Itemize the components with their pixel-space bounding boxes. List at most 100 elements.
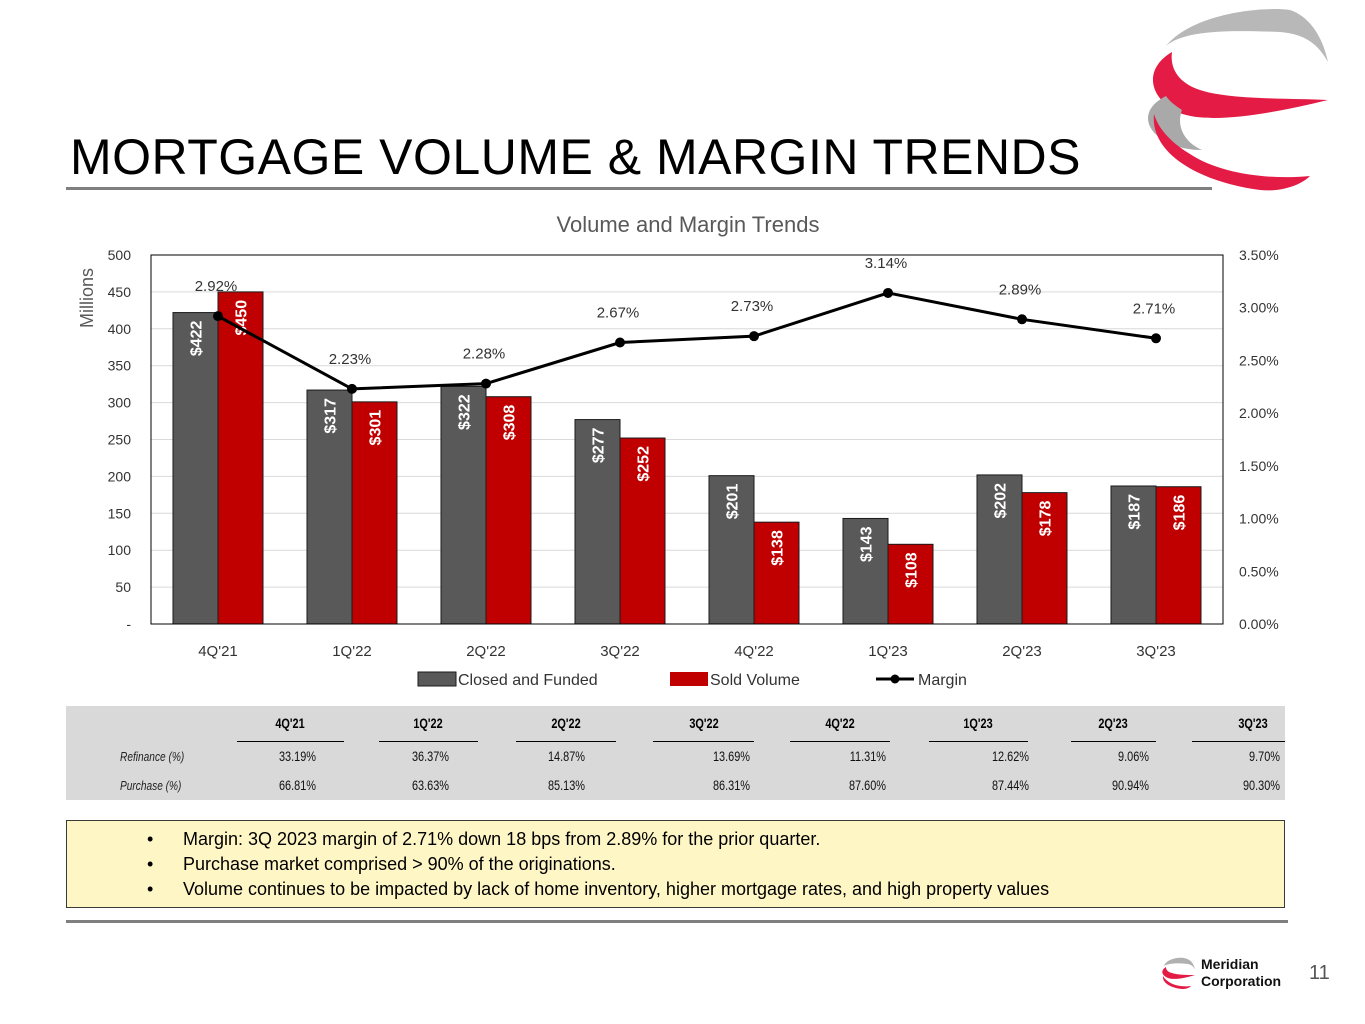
legend-swatch-closed-funded — [417, 671, 457, 687]
note-item: • Margin: 3Q 2023 margin of 2.71% down 18… — [147, 827, 1049, 852]
margin-data-label: 2.73% — [731, 298, 774, 315]
y-tick-labels: - 50 100 150 200 250 300 350 400 450 500 — [108, 247, 132, 632]
bottom-divider — [66, 920, 1288, 923]
y-tick-label: 450 — [108, 284, 132, 300]
plot-frame — [150, 254, 1224, 625]
footer-logo-icon — [1162, 957, 1195, 989]
x-tick-label: 2Q'23 — [1002, 643, 1042, 660]
bar-data-label: $317 — [323, 398, 340, 434]
table-cell: 63.63% — [411, 777, 449, 793]
legend: Closed and Funded Sold Volume Margin — [417, 671, 967, 689]
brand-logo-icon — [1148, 9, 1328, 191]
x-tick-labels: 4Q'21 1Q'22 2Q'22 3Q'22 4Q'22 1Q'23 2Q'23 3Q'23 — [198, 643, 1176, 660]
margin-data-label: 2.23% — [329, 351, 372, 368]
table-cell: 11.31% — [849, 748, 886, 764]
table-row-label: Purchase (%) — [120, 778, 182, 793]
y2-tick-label: 1.50% — [1239, 458, 1279, 474]
y-tick-label: 100 — [108, 542, 132, 558]
table-cell: 12.62% — [991, 748, 1029, 764]
x-tick-label: 1Q'23 — [868, 643, 908, 660]
bar-sold-volume — [1155, 486, 1202, 625]
margin-point — [615, 337, 625, 348]
table-column-header: 4Q'21 — [275, 715, 305, 731]
bar-data-label: $202 — [993, 483, 1010, 519]
margin-labels: 2.92% 2.23% 2.28% 2.67% 2.73% 3.14% 2.89% 2.71% — [195, 255, 1176, 368]
margin-data-label: 2.28% — [463, 346, 506, 363]
margin-data-label: 2.92% — [195, 278, 238, 295]
x-tick-label: 3Q'23 — [1136, 643, 1176, 660]
bar-data-label: $186 — [1172, 495, 1189, 531]
table-cell: 13.69% — [712, 748, 750, 764]
y-tick-label: 200 — [108, 468, 132, 484]
table-column-header: 2Q'22 — [551, 715, 581, 731]
y2-tick-label: 1.00% — [1239, 511, 1279, 527]
table-column-header: 2Q'23 — [1098, 715, 1128, 731]
y-tick-label: - — [126, 616, 131, 632]
notes-list: • Margin: 3Q 2023 margin of 2.71% down 18… — [147, 827, 1049, 902]
title-divider — [66, 187, 1212, 190]
bar-closed-funded — [976, 474, 1023, 625]
legend-swatch-sold-volume — [670, 672, 708, 686]
x-tick-label: 2Q'22 — [466, 643, 506, 660]
bar-data-label: $187 — [1127, 494, 1144, 530]
page-number: 11 — [1309, 962, 1330, 984]
note-text: Volume continues to be impacted by lack … — [183, 879, 1050, 899]
margin-point — [749, 331, 759, 342]
y2-tick-labels: 0.00% 0.50% 1.00% 1.50% 2.00% 2.50% 3.00% 3.50% — [1239, 247, 1279, 632]
table-cell: 86.31% — [712, 777, 750, 793]
table-header-rule — [929, 741, 1028, 742]
table-cell: 87.44% — [991, 777, 1029, 793]
bar-closed-funded — [708, 475, 755, 625]
table-cell: 85.13% — [547, 777, 585, 793]
table-cell: 87.60% — [848, 777, 886, 793]
bullet: • — [147, 879, 154, 899]
table-column-header: 1Q'22 — [413, 715, 443, 731]
legend-swatch-margin-point — [890, 674, 900, 684]
table-header-rule — [790, 741, 890, 742]
table-header-rule — [1071, 741, 1156, 742]
table-header-rule — [653, 741, 754, 742]
company-name-line1: Meridian — [1201, 956, 1259, 972]
bar-data-label: $178 — [1038, 501, 1055, 537]
table-header-rule — [379, 741, 478, 742]
legend-label: Margin — [918, 672, 967, 689]
y-tick-label: 50 — [115, 579, 131, 595]
company-name: Meridian Corporation — [1201, 956, 1281, 990]
table-column-header: 3Q'23 — [1238, 715, 1268, 731]
bar-closed-funded — [172, 312, 219, 625]
bar-data-label: $322 — [457, 394, 474, 430]
margin-points — [213, 287, 1161, 394]
y-axis-label: Millions — [77, 268, 97, 328]
x-tick-label: 4Q'22 — [734, 643, 774, 660]
y-tick-label: 300 — [108, 395, 132, 411]
bar-closed-funded — [842, 517, 889, 625]
table-cell: 9.06% — [1118, 748, 1149, 764]
y2-tick-label: 3.50% — [1239, 247, 1279, 263]
bar-data-label: $277 — [591, 427, 608, 463]
mix-table: 4Q'21 1Q'22 2Q'22 3Q'22 4Q'22 1Q'23 2Q'23 3Q'23… — [66, 706, 1285, 800]
table-header-rule — [1192, 741, 1285, 742]
note-item: • Volume continues to be impacted by lack… — [147, 877, 1049, 902]
margin-data-label: 3.14% — [865, 255, 908, 272]
bar-data-label: $308 — [502, 405, 519, 441]
bar-data-label: $422 — [189, 320, 206, 356]
table-column-header: 4Q'22 — [825, 715, 855, 731]
table-cell: 66.81% — [278, 777, 316, 793]
margin-point — [883, 287, 893, 298]
table-row-label: Refinance (%) — [120, 749, 185, 764]
bar-data-label: $108 — [904, 552, 921, 588]
chart-title: Volume and Margin Trends — [557, 212, 820, 237]
bullet: • — [147, 829, 154, 849]
bar-sold-volume — [619, 437, 666, 625]
margin-line — [217, 291, 1157, 391]
table-cell: 33.19% — [278, 748, 316, 764]
table-cell: 14.87% — [547, 748, 585, 764]
margin-data-label: 2.71% — [1133, 300, 1176, 317]
bar-data-label: $138 — [770, 530, 787, 566]
bars — [172, 291, 1202, 625]
table-header-rule — [516, 741, 616, 742]
bar-data-label: $143 — [859, 526, 876, 562]
note-item: • Purchase market comprised > 90% of the … — [147, 852, 1049, 877]
page-title: MORTGAGE VOLUME & MARGIN TRENDS — [70, 129, 1082, 185]
company-name-line2: Corporation — [1201, 973, 1282, 989]
